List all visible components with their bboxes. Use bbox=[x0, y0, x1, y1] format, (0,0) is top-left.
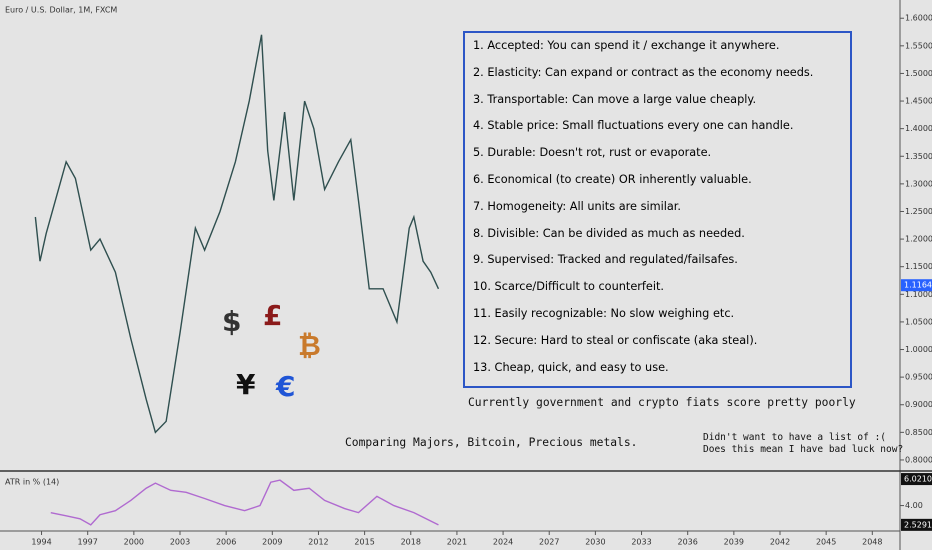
y-tick-label: 1.60000 bbox=[905, 14, 932, 23]
criteria-item: 1. Accepted: You can spend it / exchange… bbox=[473, 39, 780, 52]
y-tick-label: 1.25000 bbox=[905, 207, 932, 216]
price-tag-label: 6.02103 bbox=[904, 475, 932, 484]
y-tick-label: 1.15000 bbox=[905, 262, 932, 271]
price-line bbox=[50, 479, 439, 526]
y-tick-label: 1.00000 bbox=[905, 345, 932, 354]
note: Comparing Majors, Bitcoin, Precious meta… bbox=[345, 436, 638, 449]
x-tick-label: 2012 bbox=[308, 538, 328, 547]
criteria-item: 7. Homogeneity: All units are similar. bbox=[473, 199, 681, 213]
x-tick-label: 2033 bbox=[631, 538, 651, 547]
criteria-item: 2. Elasticity: Can expand or contract as… bbox=[473, 65, 814, 79]
x-tick-label: 2048 bbox=[862, 538, 882, 547]
currency-symbol: ₿ bbox=[298, 329, 321, 362]
x-tick-label: 2030 bbox=[585, 538, 605, 547]
y-tick-label: 1.40000 bbox=[905, 124, 932, 133]
x-tick-label: 2027 bbox=[539, 538, 559, 547]
price-tag bbox=[901, 279, 932, 292]
x-tick-label: 2021 bbox=[447, 538, 467, 547]
note: Does this mean I have bad luck now? bbox=[703, 444, 904, 455]
x-tick-label: 2024 bbox=[493, 538, 513, 547]
note: Currently government and crypto fiats sc… bbox=[468, 396, 856, 409]
price-tag-label: 1.11646 bbox=[904, 281, 932, 290]
criteria-item: 9. Supervised: Tracked and regulated/fai… bbox=[473, 253, 738, 267]
y-tick-label: 1.10000 bbox=[905, 290, 932, 299]
criteria-item: 4. Stable price: Small fluctuations ever… bbox=[473, 119, 794, 133]
price-tag bbox=[901, 518, 932, 531]
criteria-item: 10. Scarce/Difficult to counterfeit. bbox=[473, 280, 664, 294]
y-tick-label: 1.45000 bbox=[905, 97, 932, 106]
note: Didn't want to have a list of :( bbox=[703, 432, 887, 443]
x-tick-label: 2003 bbox=[170, 538, 190, 547]
currency-symbol: $ bbox=[222, 305, 242, 338]
x-tick-label: 2015 bbox=[354, 538, 374, 547]
y-tick-label: 1.35000 bbox=[905, 152, 932, 161]
price-tag-label: 2.52910 bbox=[904, 520, 932, 529]
criteria-box: 1. Accepted: You can spend it / exchange… bbox=[463, 31, 852, 388]
x-tick-label: 2042 bbox=[770, 538, 790, 547]
indicator-title: ATR in % (14) bbox=[5, 478, 59, 487]
criteria-item: 13. Cheap, quick, and easy to use. bbox=[473, 360, 669, 374]
y-tick-label: 1.05000 bbox=[905, 317, 932, 326]
x-tick-label: 1994 bbox=[31, 538, 51, 547]
y-tick-label: 0.95000 bbox=[905, 373, 932, 382]
price-tag bbox=[901, 473, 932, 486]
x-tick-label: 2006 bbox=[216, 538, 236, 547]
x-tick-label: 2039 bbox=[724, 538, 744, 547]
x-tick-label: 2000 bbox=[124, 538, 144, 547]
x-tick-label: 1997 bbox=[78, 538, 98, 547]
y-tick-label: 1.30000 bbox=[905, 179, 932, 188]
currency-symbol: € bbox=[276, 370, 296, 403]
y-tick-label: 4.00 bbox=[905, 501, 923, 510]
x-tick-label: 2018 bbox=[401, 538, 421, 547]
criteria-item: 8. Divisible: Can be divided as much as … bbox=[473, 226, 745, 240]
criteria-item: 6. Economical (to create) OR inherently … bbox=[473, 172, 752, 186]
x-tick-label: 2009 bbox=[262, 538, 282, 547]
y-tick-label: 1.55000 bbox=[905, 41, 932, 50]
x-tick-label: 2045 bbox=[816, 538, 836, 547]
price-line bbox=[34, 34, 440, 434]
chart-title: Euro / U.S. Dollar, 1M, FXCM bbox=[5, 6, 117, 15]
criteria-item: 12. Secure: Hard to steal or confiscate … bbox=[473, 333, 758, 347]
criteria-item: 5. Durable: Doesn't rot, rust or evapora… bbox=[473, 146, 712, 160]
x-tick-label: 2036 bbox=[678, 538, 698, 547]
currency-symbol: £ bbox=[263, 299, 283, 332]
criteria-item: 3. Transportable: Can move a large value… bbox=[473, 92, 757, 106]
criteria-item: 11. Easily recognizable: No slow weighin… bbox=[473, 306, 735, 320]
y-tick-label: 1.20000 bbox=[905, 235, 932, 244]
currency-symbol: ¥ bbox=[236, 368, 256, 401]
y-tick-label: 1.50000 bbox=[905, 69, 932, 78]
